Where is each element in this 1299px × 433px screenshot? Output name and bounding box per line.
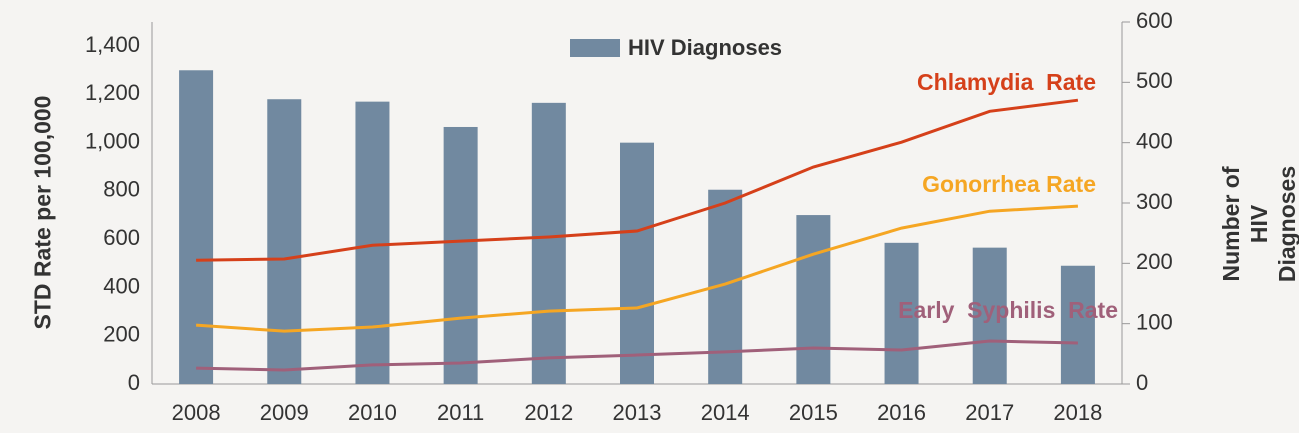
y2-tick-label: 100: [1136, 309, 1173, 334]
x-tick-label: 2017: [965, 400, 1014, 425]
line: [196, 98, 1079, 262]
x-tick-label: 2013: [613, 400, 662, 425]
x-tick-label: 2015: [789, 400, 838, 425]
bar: [355, 101, 390, 384]
bar: [531, 102, 566, 384]
y-tick-label: 400: [103, 273, 140, 298]
legend-label: HIV Diagnoses: [628, 35, 782, 60]
bar: [179, 70, 214, 385]
bar: [972, 247, 1007, 384]
bar: [1060, 265, 1095, 384]
series-label: Early Syphilis Rate: [898, 297, 1118, 323]
y2-tick-label: 200: [1136, 249, 1173, 274]
x-tick-label: 2016: [877, 400, 926, 425]
x-tick-label: 2018: [1053, 400, 1102, 425]
y-tick-label: 1,400: [85, 32, 140, 57]
x-tick-label: 2012: [524, 400, 573, 425]
series-label: Chlamydia Rate: [917, 69, 1096, 95]
y-axis-label: STD Rate per 100,000: [29, 95, 56, 330]
y-tick-label: 600: [103, 225, 140, 250]
legend-swatch: [570, 39, 620, 57]
y2-tick-label: 0: [1136, 370, 1148, 395]
y-tick-label: 1,200: [85, 80, 140, 105]
y2-axis-label: Number of HIV Diagnoses: [1218, 165, 1299, 283]
x-tick-label: 2014: [701, 400, 750, 425]
x-tick-label: 2011: [437, 400, 484, 425]
x-tick-label: 2009: [260, 400, 309, 425]
x-tick-label: 2008: [172, 400, 221, 425]
bar: [443, 126, 478, 384]
line: [195, 204, 1078, 333]
y-tick-label: 800: [103, 177, 140, 202]
bar: [267, 99, 302, 384]
line: [196, 339, 1078, 372]
y2-tick-label: 500: [1136, 68, 1173, 93]
bar: [884, 242, 919, 384]
series-label: Gonorrhea Rate: [922, 171, 1096, 197]
y2-tick-label: 600: [1136, 8, 1173, 33]
y2-tick-label: 300: [1136, 189, 1173, 214]
bar: [620, 142, 654, 384]
y-tick-label: 1,000: [85, 128, 140, 153]
y-tick-label: 200: [103, 322, 140, 347]
x-tick-label: 2010: [348, 400, 397, 425]
bar: [796, 215, 831, 384]
y2-tick-label: 400: [1136, 128, 1173, 153]
y-tick-label: 0: [128, 370, 140, 395]
